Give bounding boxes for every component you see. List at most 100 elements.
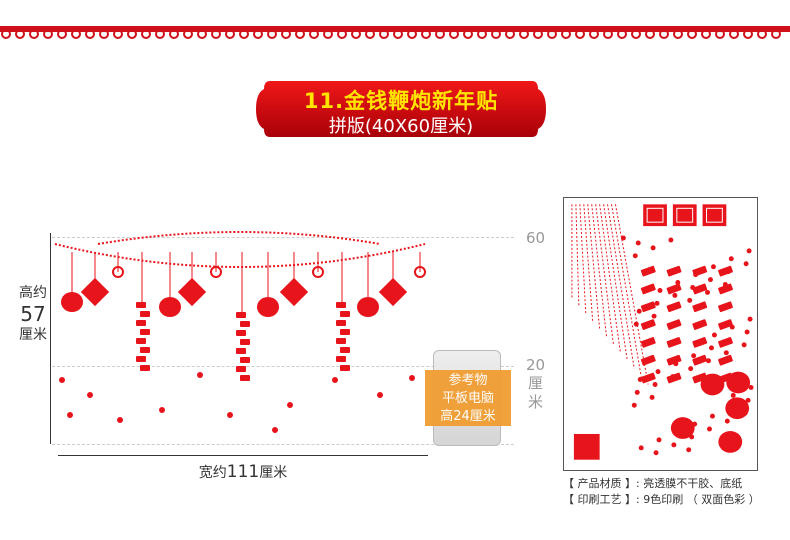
red-dot (653, 450, 659, 456)
lantern-icon (718, 430, 743, 453)
band-scallop (379, 29, 389, 39)
width-label: 宽约111厘米 (58, 462, 428, 482)
red-dot (689, 434, 695, 440)
chinese-knot-icon (414, 266, 426, 278)
band-scallop (337, 29, 347, 39)
firecracker-icon (666, 265, 682, 277)
band-scallop (575, 29, 585, 39)
red-dot (635, 240, 641, 246)
red-dot (287, 402, 293, 408)
red-dot (723, 350, 729, 356)
red-dot (650, 245, 656, 251)
firecracker-icon (336, 356, 346, 362)
band-scallop (757, 29, 767, 39)
firecracker-icon (692, 319, 708, 330)
band-scallop (603, 29, 613, 39)
red-dot (332, 377, 338, 383)
firecracker-icon (236, 366, 246, 372)
red-dot (673, 361, 679, 367)
height-line (50, 233, 51, 444)
red-dot (674, 429, 680, 435)
band-scallop (295, 29, 305, 39)
band-scallop (57, 29, 67, 39)
width-unit: 厘米 (259, 465, 288, 481)
bead-string (54, 243, 426, 268)
firecracker-icon (340, 329, 350, 335)
red-dot (744, 329, 750, 335)
reference-line2: 平板电脑 (441, 391, 494, 406)
firecracker-icon (692, 301, 708, 313)
firecracker-icon (640, 372, 656, 384)
red-dot (636, 308, 642, 314)
fu-square-icon (643, 204, 667, 227)
red-dot (706, 358, 711, 364)
band-scallop (491, 29, 501, 39)
banner-subtitle: 拼版(40X60厘米) (328, 116, 474, 137)
firecracker-icon (666, 319, 682, 330)
firecracker-icon (640, 354, 656, 366)
firecracker-icon (236, 348, 246, 354)
red-dot (634, 389, 640, 395)
band-scallop (183, 29, 193, 39)
banner-background (256, 81, 546, 137)
red-dot (694, 340, 700, 346)
band-scallop (29, 29, 39, 39)
red-dot (686, 447, 692, 453)
band-scallop (631, 29, 641, 39)
material-row: 【 产品材质 】: 亮透膜不干胶、底纸 (563, 476, 760, 492)
red-dot (724, 418, 730, 424)
red-dot (632, 253, 638, 259)
band-scallop (463, 29, 473, 39)
band-scallop (99, 29, 109, 39)
bead-string (97, 231, 381, 245)
bead-string (575, 204, 580, 306)
band-scallop (85, 29, 95, 39)
bead-string (603, 204, 628, 361)
red-dot (742, 410, 748, 416)
firecracker-icon (718, 354, 733, 366)
band-scallop (239, 29, 249, 39)
firecracker-icon (640, 283, 656, 295)
guide-line-20 (52, 366, 514, 367)
red-dot (693, 272, 699, 278)
red-dot (227, 412, 233, 418)
material-label: 【 产品材质 】: (563, 477, 640, 490)
red-dot (726, 337, 732, 343)
red-dot (668, 237, 674, 243)
band-scallop (351, 29, 361, 39)
firecracker-icon (136, 356, 146, 362)
band-scallop (715, 29, 725, 39)
fu-diamond-icon (279, 277, 309, 307)
band-scallop (729, 29, 739, 39)
firecracker-icon (718, 301, 733, 313)
band-scallop (43, 29, 53, 39)
band-scallop (15, 29, 25, 39)
red-dot (727, 405, 733, 411)
firecracker-icon (718, 283, 733, 295)
red-dot (67, 412, 73, 418)
firecracker-icon (140, 365, 150, 371)
bead-string (611, 204, 642, 377)
banner-title: 11.金钱鞭炮新年贴 (303, 89, 499, 113)
red-dot (711, 332, 717, 338)
red-dot (708, 345, 714, 351)
band-scallop (127, 29, 137, 39)
band-scallop (421, 29, 431, 39)
firecracker-icon (718, 319, 733, 330)
red-dot (669, 305, 675, 311)
band-scallop (141, 29, 151, 39)
band-scallop (743, 29, 753, 39)
print-value: 9色印刷 （ 双面色彩 ） (643, 493, 760, 506)
band-scallop (519, 29, 529, 39)
firecracker-icon (718, 265, 733, 277)
red-dot (747, 316, 753, 322)
chinese-knot-icon (312, 266, 324, 278)
firecracker-icon (692, 283, 708, 295)
firecracker-icon (136, 320, 146, 326)
band-scallop (771, 29, 781, 39)
firecracker-icon (240, 375, 250, 381)
band-scallop (505, 29, 515, 39)
red-dot (87, 392, 93, 398)
red-dot (159, 407, 165, 413)
band-scallop (155, 29, 165, 39)
